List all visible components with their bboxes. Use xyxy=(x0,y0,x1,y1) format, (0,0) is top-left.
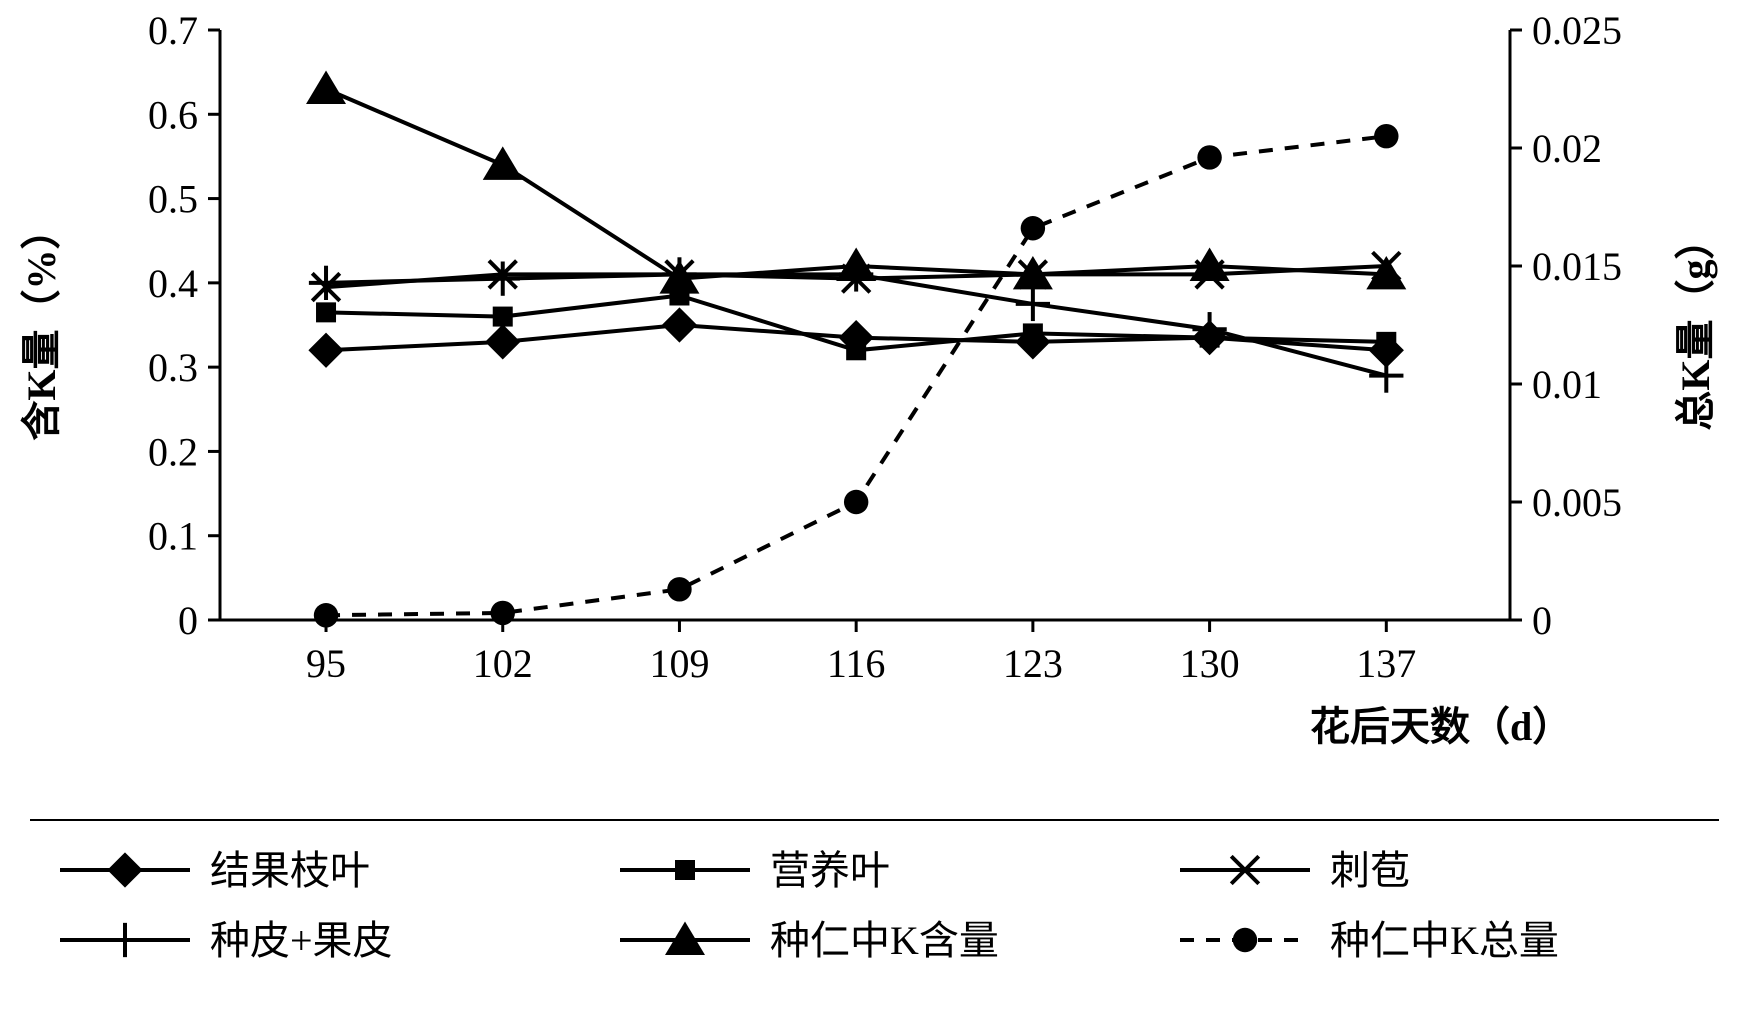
x-tick-label: 102 xyxy=(473,641,533,686)
x-tick-label: 137 xyxy=(1356,641,1416,686)
x-tick-label: 116 xyxy=(827,641,886,686)
y-left-tick-label: 0.3 xyxy=(148,345,198,390)
legend-label: 种皮+果皮 xyxy=(210,918,393,963)
dual-axis-line-chart: 0 0.1 0.2 0.3 0.4 0.5 0.6 0.7 0 0.005 0.01 0.015 0.0… xyxy=(0,0,1749,1023)
x-axis-label: 花后天数（d） xyxy=(1310,704,1572,749)
x-tick-label: 123 xyxy=(1003,641,1063,686)
y-left-tick-label: 0.1 xyxy=(148,514,198,559)
series-s5 xyxy=(306,71,1406,294)
legend-item-s4: 种皮+果皮 xyxy=(60,918,393,963)
y-right-tick-label: 0.025 xyxy=(1532,8,1622,53)
y-right-tick-label: 0.015 xyxy=(1532,244,1622,289)
legend-label: 营养叶 xyxy=(770,848,890,893)
y-left-tick-label: 0.2 xyxy=(148,429,198,474)
chart-container: 0 0.1 0.2 0.3 0.4 0.5 0.6 0.7 0 0.005 0.01 0.015 0.0… xyxy=(0,0,1749,1023)
legend-item-s6: 种仁中K总量 xyxy=(1180,918,1559,963)
y-right-tick-label: 0 xyxy=(1532,598,1552,643)
legend-label: 刺苞 xyxy=(1330,848,1410,893)
legend-item-s3: 刺苞 xyxy=(1180,848,1410,893)
legend-label: 种仁中K总量 xyxy=(1330,918,1559,963)
x-tick-label: 109 xyxy=(649,641,709,686)
y-left-axis-label: 含K量（%） xyxy=(19,209,64,440)
y-left-tick-label: 0.6 xyxy=(148,92,198,137)
x-tick-label: 130 xyxy=(1180,641,1240,686)
legend-item-s5: 种仁中K含量 xyxy=(620,918,999,963)
y-left-tick-label: 0.5 xyxy=(148,177,198,222)
x-tick-label: 95 xyxy=(306,641,346,686)
legend-item-s1: 结果枝叶 xyxy=(60,848,370,893)
y-left-tick-label: 0 xyxy=(178,598,198,643)
series-s6 xyxy=(314,124,1399,628)
legend-label: 种仁中K含量 xyxy=(770,918,999,963)
y-right-tick-label: 0.005 xyxy=(1532,480,1622,525)
y-left-tick-label: 0.4 xyxy=(148,261,198,306)
y-right-axis-label: 总K量（g） xyxy=(1673,219,1718,430)
y-left-tick-label: 0.7 xyxy=(148,8,198,53)
legend-item-s2: 营养叶 xyxy=(620,848,890,893)
y-right-tick-label: 0.02 xyxy=(1532,126,1602,171)
legend-label: 结果枝叶 xyxy=(210,848,370,893)
y-right-tick-label: 0.01 xyxy=(1532,362,1602,407)
